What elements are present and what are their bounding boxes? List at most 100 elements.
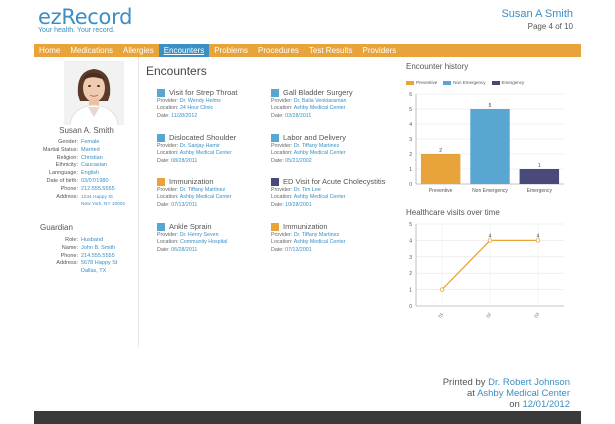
x-tick-label: Emergency xyxy=(527,188,553,194)
nav-procedures[interactable]: Procedures xyxy=(257,46,299,55)
encounter-provider[interactable]: Dr. Wendy Helms xyxy=(179,98,221,104)
on-label: on xyxy=(509,399,520,410)
legend-item: Preventive xyxy=(406,80,437,85)
encounter-date: 10/28/2001 xyxy=(285,201,312,208)
nav-home[interactable]: Home xyxy=(39,46,61,55)
nav-medications[interactable]: Medications xyxy=(70,46,114,55)
encounter-title[interactable]: Immunization xyxy=(169,177,214,186)
encounter-provider[interactable]: Dr. Henry Seven xyxy=(179,232,219,238)
encounter-location[interactable]: Community Hospital xyxy=(179,239,228,246)
encounter-item[interactable]: ED Visit for Acute Cholecystitis Provide… xyxy=(271,177,401,209)
detail-row: Phone: 212.555.5555 xyxy=(34,186,144,194)
detail-label: Address: xyxy=(56,193,78,200)
bar xyxy=(519,169,560,184)
encounter-item[interactable]: Ankle Sprain Provider: Dr. Henry Seven L… xyxy=(157,222,282,254)
legend-item: Non Emergency xyxy=(443,80,486,85)
encounter-history-title: Encounter history xyxy=(406,62,469,71)
detail-label: Gender: xyxy=(58,139,78,145)
encounter-item[interactable]: Labor and Delivery Provider: Dr. Tiffany… xyxy=(271,133,396,165)
date-label: Date: xyxy=(271,157,284,164)
detail-row: New York, NY 10001 xyxy=(34,201,144,209)
encounter-item[interactable]: Gall Bladder Surgery Provider: Dr. Balia… xyxy=(271,88,396,120)
nav-test-results[interactable]: Test Results xyxy=(308,46,353,55)
encounter-provider[interactable]: Dr. Tiffany Martinez xyxy=(293,143,340,149)
detail-label: Martial Status: xyxy=(42,146,78,153)
detail-row: Religion: Christian xyxy=(34,155,144,163)
bar-value-label: 1 xyxy=(538,163,541,169)
detail-value: Husband xyxy=(81,237,104,243)
encounter-date: 05/21/2002 xyxy=(285,157,312,164)
detail-row: Lannguage: English xyxy=(34,170,144,178)
encounter-provider[interactable]: Dr. Balia Venktaraman xyxy=(293,98,347,104)
encounter-location[interactable]: Ashby Medical Center xyxy=(293,150,346,157)
detail-row: Phone: 214.555.5555 xyxy=(34,253,144,261)
encounter-type-swatch xyxy=(157,177,165,186)
y-tick-label: 2 xyxy=(409,271,412,277)
location-label: Location: xyxy=(157,194,179,201)
encounter-location[interactable]: 24 Hour Clinic xyxy=(179,105,214,112)
location-label: Location: xyxy=(157,239,179,246)
data-point xyxy=(439,287,445,292)
date-label: Date: xyxy=(157,112,170,119)
location-label: Location: xyxy=(271,239,293,246)
y-tick-label: 5 xyxy=(409,107,412,113)
legend-label: Non Emergency xyxy=(453,80,486,85)
printed-by-value[interactable]: Dr. Robert Johnson xyxy=(488,377,570,388)
encounter-title[interactable]: Visit for Strep Throat xyxy=(169,88,238,97)
encounter-title[interactable]: Labor and Delivery xyxy=(283,133,346,142)
detail-row: Dallas, TX xyxy=(34,268,144,276)
encounter-location[interactable]: Ashby Medical Center xyxy=(179,194,232,201)
location-label: Location: xyxy=(157,105,179,112)
detail-value: John B. Smith xyxy=(81,244,116,251)
encounter-date: 11/28/2012 xyxy=(171,112,198,119)
provider-label: Provider: xyxy=(271,187,293,193)
date-label: Date: xyxy=(157,157,170,164)
encounter-title[interactable]: Dislocated Shoulder xyxy=(169,133,237,142)
y-tick-label: 0 xyxy=(409,304,412,310)
nav-providers[interactable]: Providers xyxy=(362,46,397,55)
page-indicator: Page 4 of 10 xyxy=(527,22,573,31)
header-patient-name: Susan A Smith xyxy=(501,8,573,20)
encounter-provider[interactable]: Dr. Tiffany Martinez xyxy=(293,232,340,238)
location-label: Location: xyxy=(271,105,293,112)
encounter-title[interactable]: Immunization xyxy=(283,222,328,231)
patient-photo xyxy=(64,61,124,125)
y-tick-label: 3 xyxy=(409,137,412,143)
encounter-location[interactable]: Ashby Medical Center xyxy=(293,194,346,201)
encounter-title[interactable]: Gall Bladder Surgery xyxy=(283,88,353,97)
x-tick-label: Preventive xyxy=(429,188,453,194)
app-logo[interactable]: ezRecord xyxy=(38,5,133,29)
detail-row: Role: Husband xyxy=(34,237,144,245)
encounter-item[interactable]: Immunization Provider: Dr. Tiffany Marti… xyxy=(271,222,396,254)
encounter-item[interactable]: Visit for Strep Throat Provider: Dr. Wen… xyxy=(157,88,282,120)
nav-problems[interactable]: Problems xyxy=(214,46,248,55)
encounter-title[interactable]: Ankle Sprain xyxy=(169,222,212,231)
encounter-location[interactable]: Ashby Medical Center xyxy=(293,105,346,112)
y-tick-label: 1 xyxy=(409,167,412,173)
encounter-provider[interactable]: Dr. Sanjay Hamir xyxy=(179,143,220,149)
encounter-location[interactable]: Ashby Medical Center xyxy=(293,239,346,246)
patient-panel: Susan A. Smith Gender: Female Martial Sta… xyxy=(34,57,139,347)
encounters-title: Encounters xyxy=(146,64,207,78)
point-value-label: 4 xyxy=(489,233,492,239)
printed-at-value[interactable]: Ashby Medical Center xyxy=(477,388,570,399)
date-label: Date: xyxy=(157,201,170,208)
encounter-provider[interactable]: Dr. Tim Lee xyxy=(293,187,321,193)
encounter-provider[interactable]: Dr. Tiffany Martinez xyxy=(179,187,226,193)
detail-label xyxy=(34,201,81,209)
provider-label: Provider: xyxy=(157,187,179,193)
location-label: Location: xyxy=(271,194,293,201)
app-tagline: Your health. Your record. xyxy=(38,27,115,34)
detail-value: Married xyxy=(81,146,100,153)
encounter-title[interactable]: ED Visit for Acute Cholecystitis xyxy=(283,177,386,186)
nav-allergies[interactable]: Allergies xyxy=(123,46,154,55)
detail-label: Date of birth: xyxy=(46,177,79,184)
provider-label: Provider: xyxy=(157,143,179,149)
provider-label: Provider: xyxy=(157,98,179,104)
encounter-location[interactable]: Ashby Medical Center xyxy=(179,150,232,157)
nav-encounters[interactable]: Encounters xyxy=(158,44,210,57)
encounter-item[interactable]: Immunization Provider: Dr. Tiffany Marti… xyxy=(157,177,282,209)
y-tick-label: 1 xyxy=(409,288,412,294)
encounter-item[interactable]: Dislocated Shoulder Provider: Dr. Sanjay… xyxy=(157,133,282,165)
